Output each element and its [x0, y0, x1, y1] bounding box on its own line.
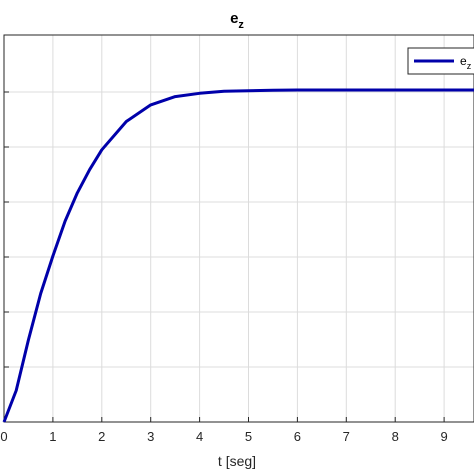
x-tick-label: 2 [98, 429, 105, 444]
grid-lines [4, 35, 474, 422]
x-tick-label: 4 [196, 429, 203, 444]
x-axis-label: t [seg] [218, 453, 256, 469]
plot-area [4, 35, 474, 422]
legend-entry-label: ez [460, 54, 472, 71]
legend: ez [407, 47, 474, 75]
chart-title: ez [230, 10, 244, 31]
x-tick-label: 3 [147, 429, 154, 444]
x-tick-label: 8 [392, 429, 399, 444]
series-layer [2, 88, 474, 423]
x-tick-label: 9 [440, 429, 447, 444]
x-axis-ticks: 0 1 2 3 4 5 6 7 8 9 [0, 417, 448, 444]
x-tick-label: 0 [0, 429, 7, 444]
x-tick-label: 1 [49, 429, 56, 444]
plot-frame [3, 34, 474, 423]
x-tick-label: 5 [245, 429, 252, 444]
x-tick-label: 7 [343, 429, 350, 444]
series-line-ez [2, 88, 474, 423]
x-tick-label: 6 [294, 429, 301, 444]
